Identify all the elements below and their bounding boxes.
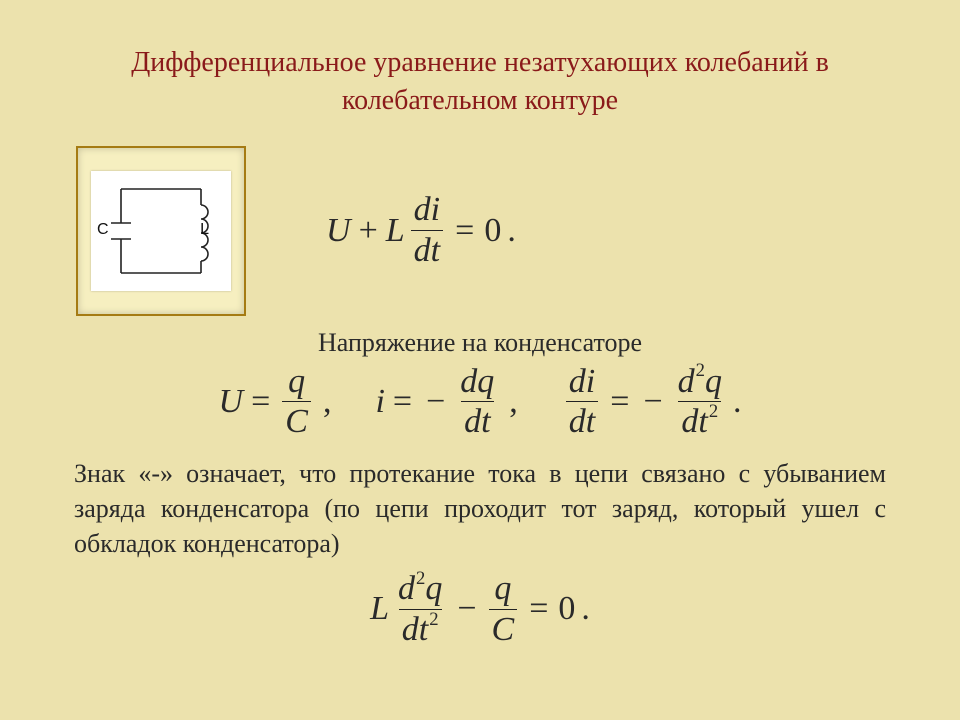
q-letter-2: q <box>425 570 442 607</box>
period: . <box>505 212 516 250</box>
d-letter-2: d <box>398 570 415 607</box>
frac-num-d2q2: d2q <box>395 571 445 609</box>
sym-L2: L <box>370 590 389 628</box>
equation-final: L d2q dt2 − q C = 0 . <box>370 571 590 647</box>
equation-kirchhoff: U + L di dt = 0 . <box>326 192 516 268</box>
equation-row-final: L d2q dt2 − q C = 0 . <box>70 571 890 647</box>
comma-a: , <box>317 383 338 421</box>
equation-row-defs: U = q C , i = − dq dt , di <box>70 364 890 440</box>
frac-di-dt-2: di dt <box>562 364 602 440</box>
circuit-frame: C L <box>76 146 246 316</box>
circuit-diagram: C L <box>91 171 231 291</box>
frac-q-C: q C <box>278 364 315 440</box>
frac-di-dt: di dt <box>407 192 447 268</box>
frac-den-dt: dt <box>461 401 493 440</box>
frac-den: dt <box>411 230 443 269</box>
num-zero: 0 <box>482 212 503 250</box>
equation-defs: U = q C , i = − dq dt , di <box>201 364 760 440</box>
inductor-label: L <box>200 221 209 239</box>
slide: Дифференциальное уравнение незатухающих … <box>0 0 960 720</box>
sym-i: i <box>375 383 384 421</box>
frac-d2q-dt2: d2q dt2 <box>671 364 729 440</box>
op-eq-b: = <box>387 383 418 421</box>
op-eq-c: = <box>604 383 635 421</box>
q-letter: q <box>705 363 722 400</box>
eq-U-qC: U = q C , <box>219 364 338 440</box>
op-eq: = <box>449 212 480 250</box>
d-letter: d <box>678 363 695 400</box>
frac-dq-dt: dq dt <box>453 364 501 440</box>
frac-num-di: di <box>566 364 598 402</box>
frac-den-dt2: dt <box>566 401 598 440</box>
frac-d2q-dt2-2: d2q dt2 <box>391 571 449 647</box>
frac-q-C-2: q C <box>485 571 522 647</box>
sup2-n2: 2 <box>415 568 425 589</box>
body-explanation: Знак «-» означает, что протекание тока в… <box>70 456 890 561</box>
frac-den-C: C <box>282 401 311 440</box>
frac-num-dq: dq <box>457 364 497 402</box>
frac-den-dt2b: dt2 <box>678 401 721 440</box>
eq-i-dqdt: i = − dq dt , <box>375 364 523 440</box>
dt-letters: dt <box>681 403 707 440</box>
subtitle-voltage: Напряжение на конденсаторе <box>70 328 890 358</box>
op-plus: + <box>353 212 384 250</box>
frac-den-C2: C <box>489 609 518 648</box>
op-minus: − <box>451 590 482 628</box>
sym-U: U <box>326 212 351 250</box>
frac-num: di <box>411 192 443 230</box>
capacitor-label: C <box>97 221 109 239</box>
period-3: . <box>579 590 590 628</box>
sym-L: L <box>386 212 405 250</box>
op-eq-a: = <box>245 383 276 421</box>
sup-2-den: 2 <box>708 401 718 422</box>
frac-den-dt2-2: dt2 <box>399 609 442 648</box>
op-neg-c: − <box>637 383 668 421</box>
sup2-d2: 2 <box>428 609 438 630</box>
period-c: . <box>731 383 742 421</box>
comma-b: , <box>503 383 524 421</box>
op-eq-3: = <box>523 590 554 628</box>
sym-U2: U <box>219 383 244 421</box>
row-circuit-eq: C L U + L di dt = 0 . <box>70 146 890 316</box>
num-zero-2: 0 <box>556 590 577 628</box>
op-neg-b: − <box>420 383 451 421</box>
eq-didt-d2qdt2: di dt = − d2q dt2 . <box>562 364 742 440</box>
sup-2-num: 2 <box>695 360 705 381</box>
slide-title: Дифференциальное уравнение незатухающих … <box>90 44 870 120</box>
frac-num-q: q <box>285 364 308 402</box>
frac-num-q2: q <box>491 571 514 609</box>
dt-letters-2: dt <box>402 611 428 648</box>
frac-num-d2q: d2q <box>675 364 725 402</box>
